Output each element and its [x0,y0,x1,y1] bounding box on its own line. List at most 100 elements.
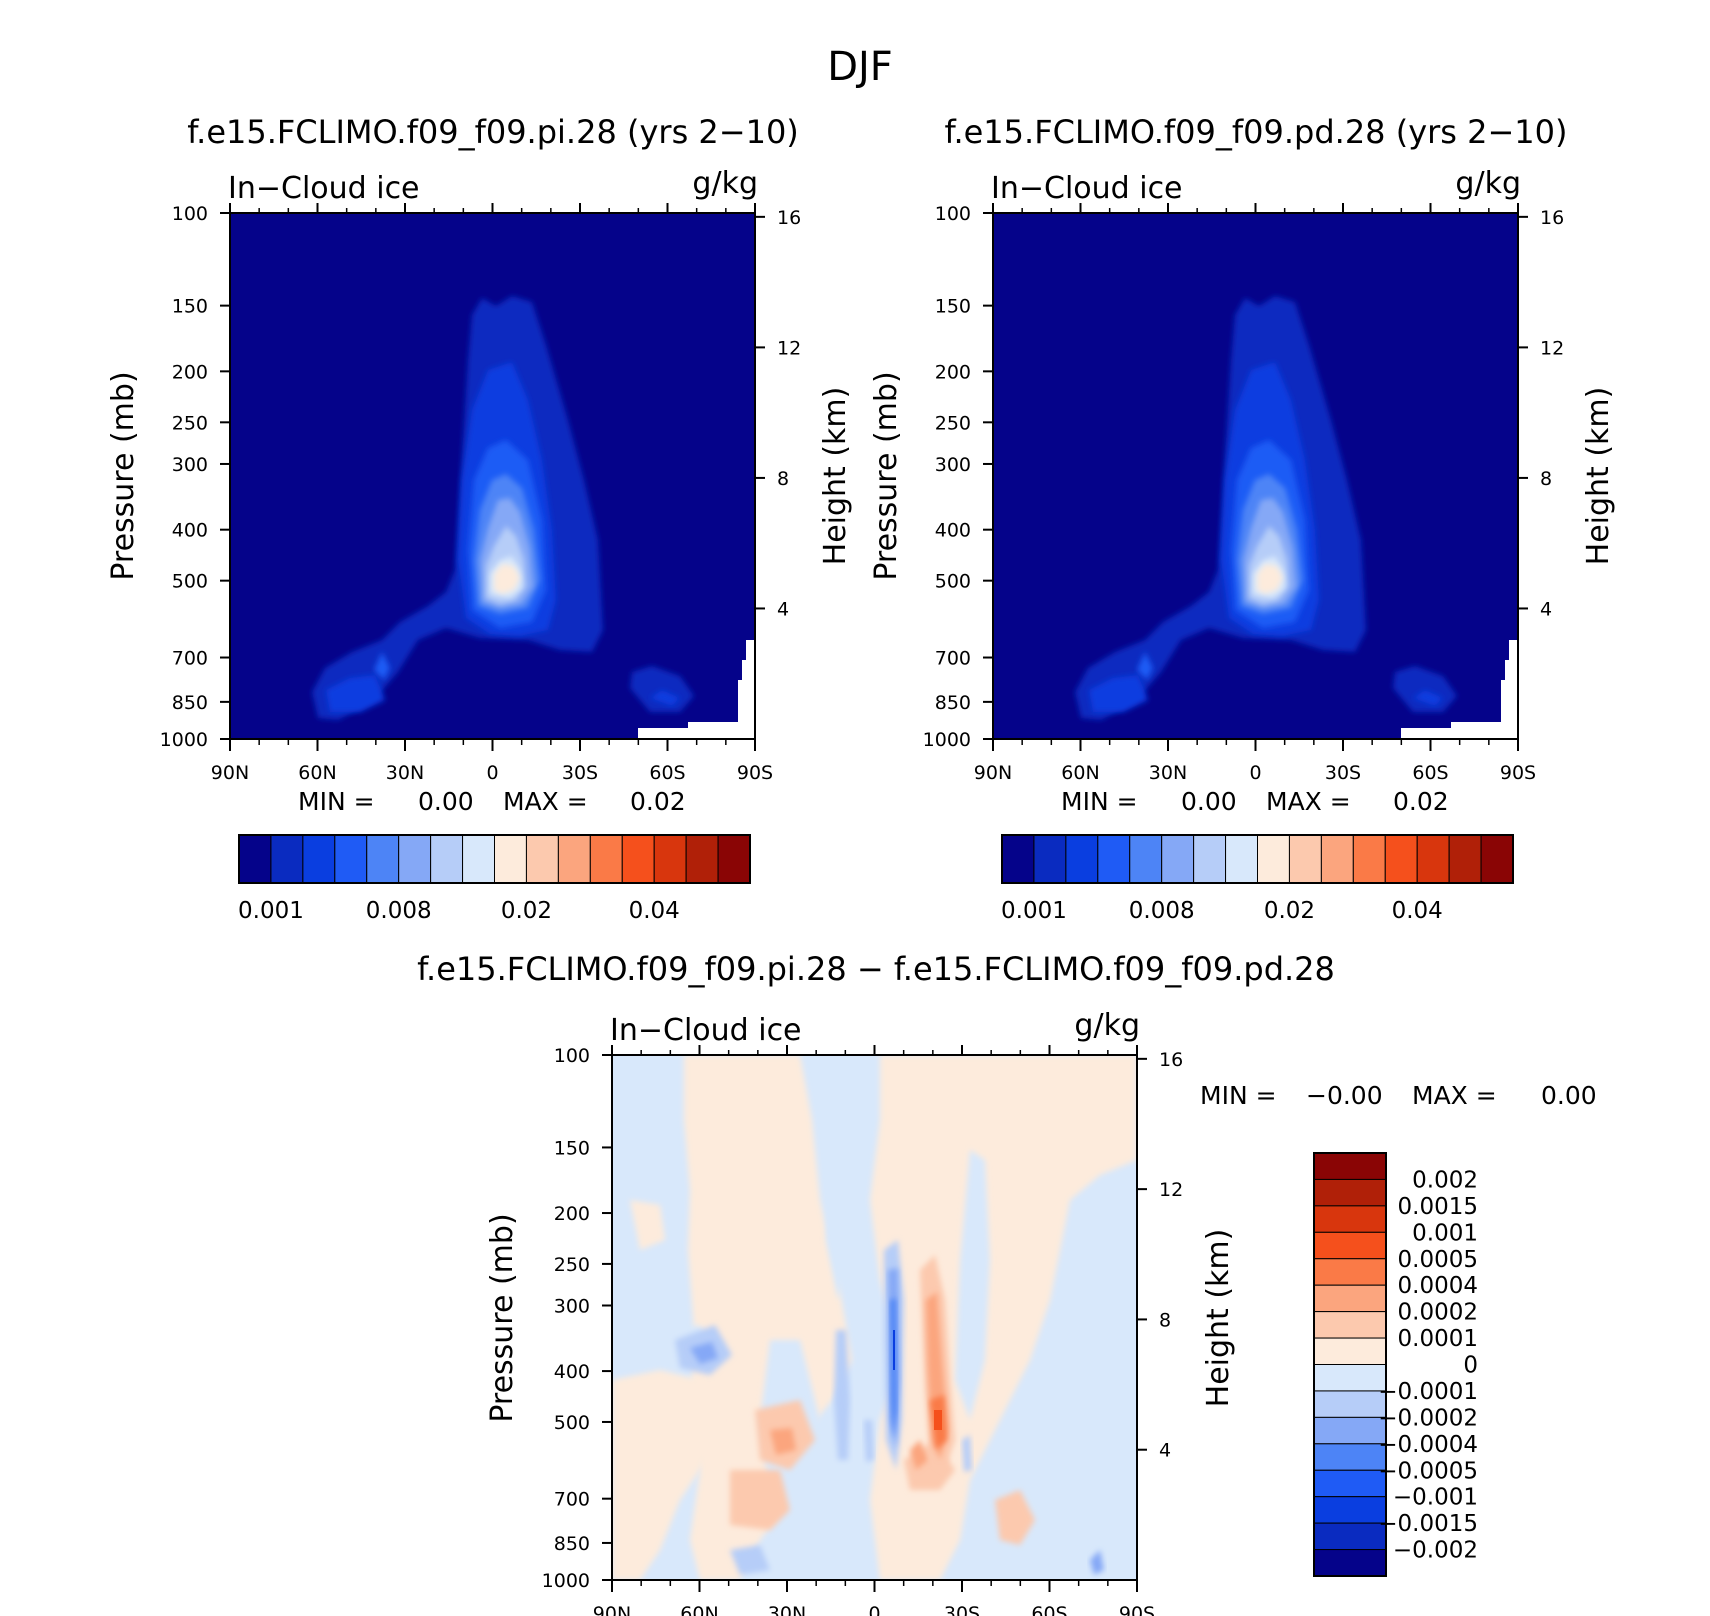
colorbar-swatch [557,834,591,884]
colorbar-swatch [1257,834,1290,884]
panel-pd-variable-label: In−Cloud ice [991,171,1183,206]
colorbar-swatch [1033,834,1067,884]
colorbar-swatch [270,834,304,884]
panel-pi-y-axis: 100 150 200 250 300 400 500 700 850 1000 [160,203,230,751]
y2-tick-label: 4 [777,598,789,620]
y-tick-label: 500 [172,571,208,593]
y-tick-label: 700 [935,648,971,670]
colorbar-label: 0.02 [1264,898,1315,924]
panel-pd-ylabel: Pressure (mb) [869,371,904,580]
panel-pi-min-text: MIN = [298,787,375,816]
colorbar-swatch [1313,1390,1387,1418]
panel-pi-min-value: 0.00 [418,787,474,816]
y-tick-label: 1000 [542,1570,590,1592]
panel-pd-x-axis: 90N 60N 30N 0 30S 60S 90S [974,203,1536,784]
colorbar-swatch [1001,834,1035,884]
colorbar-swatch [302,834,336,884]
colorbar-label: 0.04 [1392,898,1443,924]
colorbar-label: 0.008 [1129,898,1195,924]
x-tick-label: 90N [974,762,1012,784]
x-tick-label: 60N [298,762,336,784]
panel-pi-max-value: 0.02 [630,787,686,816]
y2-tick-label: 16 [1540,207,1564,229]
colorbar-label: −0.0015 [1378,1511,1478,1537]
colorbar-swatch [1480,834,1514,884]
y-tick-label: 300 [172,454,208,476]
field-terrain-mask [1401,640,1518,739]
colorbar-label: 0.04 [629,898,680,924]
y-tick-label: 200 [554,1203,590,1225]
y-tick-label: 850 [935,692,971,714]
colorbar-label: 0.0004 [1398,1273,1478,1299]
panel-pi-y2-axis: 16 12 8 4 [755,207,801,620]
colorbar-swatch [1313,1416,1387,1445]
panel-pi-y2label: Height (km) [818,387,853,566]
panel-pd-field [993,213,1518,739]
x-tick-label: 30S [944,1603,980,1616]
y-tick-label: 250 [554,1254,590,1276]
panel-pd: f.e15.FCLIMO.f09_f09.pd.28 (yrs 2−10) In… [869,113,1616,924]
panel-diff-max-value: 0.00 [1541,1081,1597,1110]
colorbar-label: 0.02 [501,898,552,924]
colorbar-swatch [1313,1496,1387,1524]
colorbar-swatch [1448,834,1482,884]
panel-diff-title: f.e15.FCLIMO.f09_f09.pi.28 − f.e15.FCLIM… [417,950,1335,988]
panel-pd-min-value: 0.00 [1181,787,1237,816]
colorbar-label: 0 [1463,1353,1478,1379]
colorbar-swatch [398,834,432,884]
colorbar-label: −0.0005 [1378,1458,1478,1484]
colorbar-swatch [238,834,272,884]
panel-pi-variable-label: In−Cloud ice [228,171,420,206]
y2-tick-label: 8 [1540,468,1552,490]
colorbar-label: 0.001 [1412,1220,1478,1246]
colorbar-swatch [430,834,464,884]
y-tick-label: 100 [554,1045,590,1067]
panel-diff-colorbar: 0.0020.00150.0010.00050.00040.00020.0001… [1313,1152,1478,1577]
y-tick-label: 150 [172,296,208,318]
panel-pd-max-text: MAX = [1266,787,1351,816]
panel-pd-y2label: Height (km) [1581,387,1616,566]
colorbar-swatch [1384,834,1418,884]
y-tick-label: 850 [172,692,208,714]
panel-pi-colorbar: 0.001 0.008 0.02 0.04 [238,834,751,924]
y2-tick-label: 8 [777,468,789,490]
colorbar-swatch [1416,834,1450,884]
colorbar-swatch [1065,834,1099,884]
panel-diff-min-value: −0.00 [1306,1081,1383,1110]
x-tick-label: 0 [868,1603,880,1616]
y-tick-label: 150 [935,296,971,318]
colorbar-label: 0.0001 [1398,1326,1478,1352]
panel-diff-y2-axis: 16 12 8 4 [1137,1049,1183,1462]
y2-tick-label: 12 [1540,337,1564,359]
panel-pd-y2-axis: 16 12 8 4 [1518,207,1564,620]
colorbar-swatch [462,834,495,884]
x-tick-label: 30S [1325,762,1361,784]
x-tick-label: 60S [1031,1603,1067,1616]
panel-pd-title: f.e15.FCLIMO.f09_f09.pd.28 (yrs 2−10) [945,113,1568,151]
x-tick-label: 30N [386,762,424,784]
colorbar-swatch [1313,1178,1387,1207]
y-tick-label: 700 [554,1489,590,1511]
colorbar-frame [238,834,751,884]
y-tick-label: 1000 [923,729,971,751]
panel-pd-y-axis: 100 150 200 250 300 400 500 700 850 1000 [923,203,993,751]
colorbar-label: 0.008 [366,898,432,924]
y-tick-label: 300 [554,1295,590,1317]
colorbar-frame [1001,834,1514,884]
colorbar-swatch [1313,1231,1387,1260]
colorbar-swatch [334,834,368,884]
colorbar-label: −0.002 [1393,1538,1478,1564]
panel-diff-max-text: MAX = [1412,1081,1497,1110]
panel-diff-ylabel: Pressure (mb) [485,1213,520,1422]
colorbar-label: 0.0005 [1398,1247,1478,1273]
colorbar-swatch [653,834,687,884]
y2-tick-label: 4 [1159,1440,1171,1462]
colorbar-swatch [1161,834,1195,884]
panel-pi-title: f.e15.FCLIMO.f09_f09.pi.28 (yrs 2−10) [187,113,799,151]
panel-diff-x-axis: 90N 60N 30N 0 30S 60S 90S [593,1045,1155,1616]
panel-pd-max-value: 0.02 [1393,787,1449,816]
panel-diff: f.e15.FCLIMO.f09_f09.pi.28 − f.e15.FCLIM… [417,950,1597,1616]
y-tick-label: 200 [935,361,971,383]
x-tick-label: 60S [649,762,685,784]
figure-title: DJF [827,44,893,90]
